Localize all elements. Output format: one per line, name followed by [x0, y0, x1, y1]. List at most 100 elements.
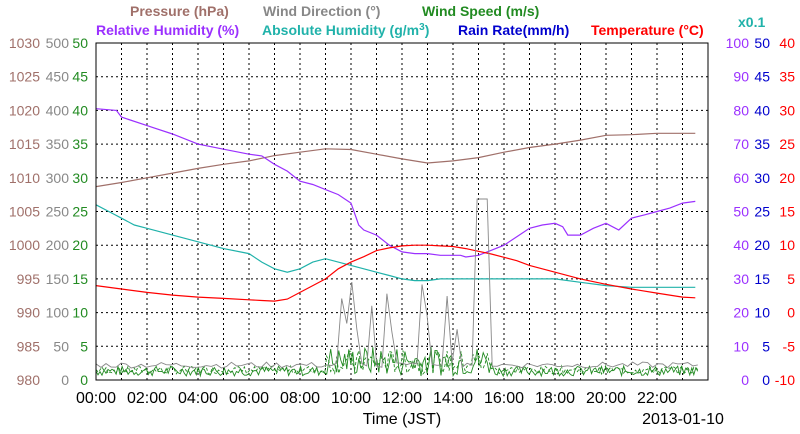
wind-direction-tick: 300	[46, 170, 70, 186]
wind-speed-tick: 50	[72, 35, 88, 51]
wind-direction-tick: 250	[46, 204, 70, 220]
legend-multiplier: x0.1	[738, 14, 765, 30]
wind-speed-tick: 25	[72, 204, 88, 220]
x-tick-label: 04:00	[178, 390, 218, 407]
wind-direction-tick: 0	[61, 372, 69, 388]
date-label: 2013-01-10	[642, 411, 724, 428]
series-line-pressure	[95, 132, 696, 188]
rain-rate-tick: 45	[754, 69, 770, 85]
wind-speed-tick: 30	[72, 170, 88, 186]
temperature-tick: 20	[779, 170, 795, 186]
pressure-tick: 1010	[9, 170, 40, 186]
rain-rate-tick: 15	[754, 271, 770, 287]
series-line-temperature	[95, 244, 696, 302]
pressure-tick: 1025	[9, 69, 40, 85]
humidity-tick: 50	[733, 204, 749, 220]
pressure-tick: 1020	[9, 102, 40, 118]
x-tick-label: 16:00	[484, 390, 524, 407]
temperature-tick: 15	[779, 204, 795, 220]
legend-absolute-humidity-close: )	[425, 22, 430, 38]
temperature-tick: 5	[787, 271, 795, 287]
legend-rain-rate: Rain Rate(mm/h)	[458, 22, 569, 38]
x-tick-label: 20:00	[586, 390, 626, 407]
x-tick-label: 14:00	[433, 390, 473, 407]
temperature-tick: 35	[779, 69, 795, 85]
temperature-tick: 25	[779, 136, 795, 152]
x-tick-label: 12:00	[382, 390, 422, 407]
legend-relative-humidity: Relative Humidity (%)	[96, 22, 239, 38]
grid-layer	[96, 43, 708, 380]
wind-direction-tick: 350	[46, 136, 70, 152]
wind-direction-tick: 400	[46, 102, 70, 118]
pressure-tick: 1015	[9, 136, 40, 152]
temperature-tick: -10	[775, 372, 795, 388]
pressure-tick: 990	[17, 305, 41, 321]
pressure-tick: 1000	[9, 237, 40, 253]
wind-direction-tick: 450	[46, 69, 70, 85]
pressure-tick: 1030	[9, 35, 40, 51]
x-tick-label: 10:00	[331, 390, 371, 407]
x-tick-label: 06:00	[229, 390, 269, 407]
temperature-tick: 0	[787, 305, 795, 321]
x-tick-label: 08:00	[280, 390, 320, 407]
humidity-tick: 40	[733, 237, 749, 253]
wind-direction-tick: 200	[46, 237, 70, 253]
legend-wind-direction: Wind Direction (°)	[263, 3, 380, 19]
wind-direction-tick: 500	[46, 35, 70, 51]
humidity-tick: 30	[733, 271, 749, 287]
temperature-tick: 30	[779, 102, 795, 118]
legend-wind-speed: Wind Speed (m/s)	[422, 3, 539, 19]
x-tick-label: 00:00	[76, 390, 116, 407]
wind-speed-tick: 20	[72, 237, 88, 253]
rain-rate-tick: 5	[762, 338, 770, 354]
wind-direction-tick: 50	[53, 338, 69, 354]
wind-speed-tick: 35	[72, 136, 88, 152]
wind-speed-tick: 10	[72, 305, 88, 321]
humidity-tick: 20	[733, 305, 749, 321]
x-tick-label: 18:00	[535, 390, 575, 407]
rain-rate-tick: 10	[754, 305, 770, 321]
rain-rate-tick: 35	[754, 136, 770, 152]
humidity-tick: 80	[733, 102, 749, 118]
wind-speed-tick: 40	[72, 102, 88, 118]
wind-speed-tick: 15	[72, 271, 88, 287]
legend-absolute-humidity: Absolute Humidity (g/m3)	[262, 22, 429, 39]
x-tick-label: 22:00	[637, 390, 677, 407]
humidity-tick: 70	[733, 136, 749, 152]
wind-speed-tick: 0	[80, 372, 88, 388]
humidity-tick: 100	[726, 35, 750, 51]
pressure-tick: 995	[17, 271, 41, 287]
plot-frame	[95, 42, 709, 381]
rain-rate-tick: 40	[754, 102, 770, 118]
legend-absolute-humidity-sup: 3	[419, 22, 425, 33]
wind-speed-tick: 45	[72, 69, 88, 85]
pressure-tick: 980	[17, 372, 41, 388]
legend-temperature: Temperature (°C)	[591, 22, 704, 38]
legend-pressure: Pressure (hPa)	[130, 3, 229, 19]
rain-rate-tick: 25	[754, 204, 770, 220]
wind-direction-trace	[95, 198, 698, 369]
rain-rate-tick: 50	[754, 35, 770, 51]
humidity-tick: 90	[733, 69, 749, 85]
wind-direction-tick: 150	[46, 271, 70, 287]
series-layer	[95, 108, 696, 302]
wind-speed-tick: 5	[80, 338, 88, 354]
rain-rate-tick: 0	[762, 372, 770, 388]
x-tick-label: 02:00	[127, 390, 167, 407]
humidity-tick: 60	[733, 170, 749, 186]
pressure-tick: 985	[17, 338, 41, 354]
rain-rate-tick: 30	[754, 170, 770, 186]
pressure-tick: 1005	[9, 204, 40, 220]
rain-rate-tick: 20	[754, 237, 770, 253]
temperature-tick: -5	[783, 338, 796, 354]
legend-absolute-humidity-label: Absolute Humidity (g/m	[262, 22, 419, 38]
x-axis-label: Time (JST)	[363, 411, 442, 428]
wind-noise-layer	[95, 198, 699, 378]
wind-direction-tick: 100	[46, 305, 70, 321]
temperature-tick: 10	[779, 237, 795, 253]
humidity-tick: 0	[741, 372, 749, 388]
tick-layer: 00:00 02:00 04:00 06:00 08:00 10:00 12:00 14:00…	[9, 35, 795, 407]
humidity-tick: 10	[733, 338, 749, 354]
series-line-humidity	[95, 204, 696, 288]
